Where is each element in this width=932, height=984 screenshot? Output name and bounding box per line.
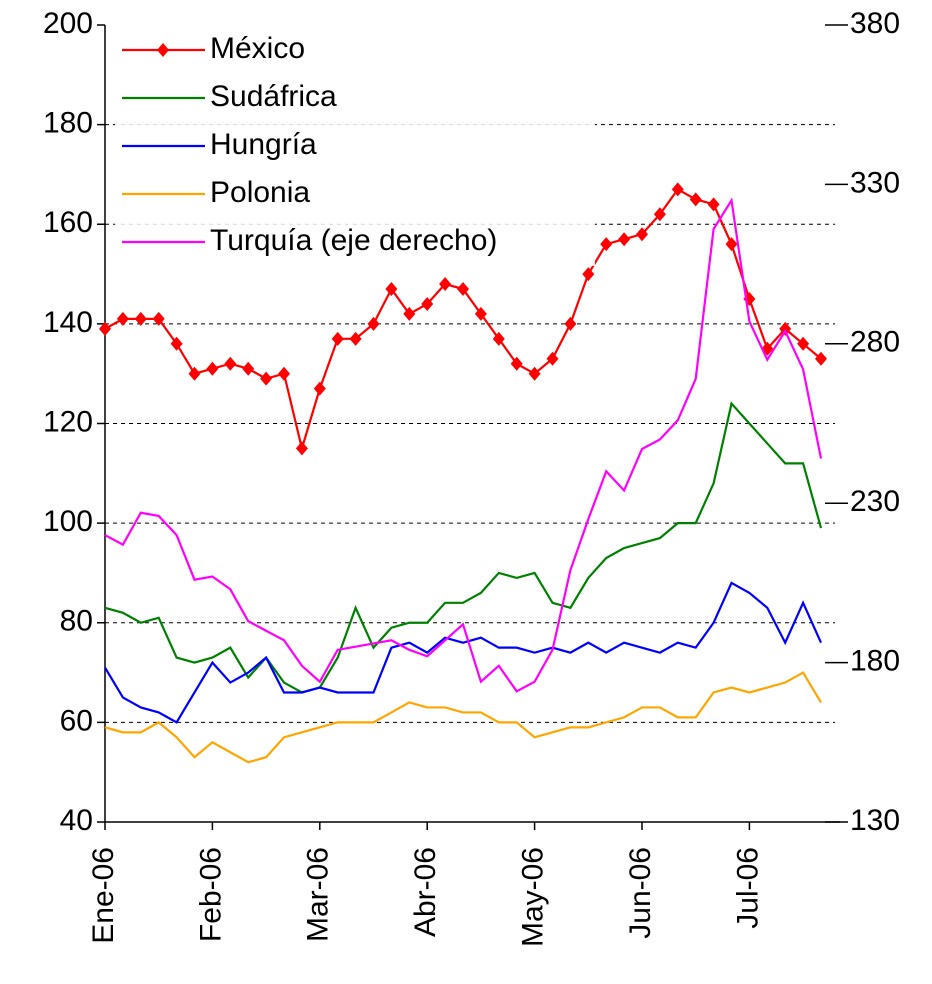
- y2-tick-label: 180: [850, 645, 900, 678]
- marker: [188, 366, 201, 381]
- marker: [116, 311, 129, 326]
- x-tick-label: Ene-06: [87, 847, 120, 944]
- marker: [134, 311, 147, 326]
- marker: [152, 311, 165, 326]
- marker: [331, 331, 344, 346]
- marker: [582, 267, 595, 282]
- marker: [600, 237, 613, 252]
- y2-tick-label: 130: [850, 804, 900, 837]
- marker: [242, 361, 255, 376]
- y-tick-label: 40: [60, 804, 93, 837]
- marker: [797, 336, 810, 351]
- y-tick-label: 160: [43, 206, 93, 239]
- marker: [421, 296, 434, 311]
- series-line: [104, 401, 823, 694]
- marker: [313, 381, 326, 396]
- marker: [260, 371, 273, 386]
- y-tick-label: 140: [43, 306, 93, 339]
- y-tick-label: 200: [43, 7, 93, 40]
- legend-marker: [157, 43, 169, 57]
- marker: [492, 331, 505, 346]
- y2-tick-label: 330: [850, 166, 900, 199]
- marker: [725, 237, 738, 252]
- marker: [295, 441, 308, 456]
- marker: [367, 316, 380, 331]
- marker: [671, 182, 684, 197]
- y2-tick-label: 280: [850, 326, 900, 359]
- marker: [99, 321, 111, 336]
- series-line: [104, 671, 822, 764]
- marker: [636, 227, 648, 242]
- marker: [224, 356, 237, 371]
- x-tick-label: Feb-06: [194, 847, 227, 942]
- marker: [278, 366, 290, 381]
- legend-label: Turquía (eje derecho): [210, 224, 497, 257]
- marker: [510, 356, 523, 371]
- y-tick-label: 60: [60, 704, 93, 737]
- marker: [707, 197, 720, 212]
- marker: [474, 306, 487, 321]
- marker: [206, 361, 219, 376]
- marker: [403, 306, 416, 321]
- marker: [349, 331, 362, 346]
- x-tick-label: Abr-06: [409, 847, 442, 937]
- marker: [815, 351, 827, 366]
- y2-tick-label: 380: [850, 7, 900, 40]
- legend-label: Polonia: [210, 176, 310, 209]
- marker: [653, 207, 666, 222]
- marker: [170, 336, 183, 351]
- x-tick-label: Jun-06: [624, 847, 657, 939]
- marker: [457, 282, 469, 297]
- x-tick-label: May-06: [517, 847, 550, 947]
- y-tick-label: 180: [43, 107, 93, 140]
- legend-label: México: [210, 32, 305, 65]
- y-tick-label: 120: [43, 405, 93, 438]
- marker: [385, 282, 398, 297]
- marker: [689, 192, 702, 207]
- y2-tick-label: 230: [850, 485, 900, 518]
- marker: [546, 351, 559, 366]
- marker: [439, 277, 452, 292]
- y-tick-label: 80: [60, 605, 93, 638]
- marker: [779, 321, 792, 336]
- legend-label: Hungría: [210, 128, 317, 161]
- x-tick-label: Mar-06: [302, 847, 335, 942]
- series-line: [104, 581, 823, 724]
- series-line: [104, 197, 823, 693]
- y-tick-label: 100: [43, 505, 93, 538]
- marker: [528, 366, 541, 381]
- marker: [564, 316, 577, 331]
- marker: [618, 232, 631, 247]
- x-tick-label: Jul-06: [731, 847, 764, 929]
- legend-label: Sudáfrica: [210, 80, 337, 113]
